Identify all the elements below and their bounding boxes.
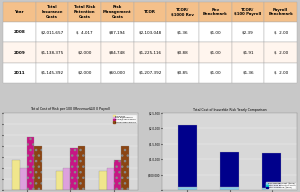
Bar bbox=[262, 153, 281, 188]
Bar bbox=[106, 168, 114, 190]
Bar bbox=[178, 125, 197, 187]
Bar bbox=[121, 146, 129, 190]
Bar bbox=[262, 188, 281, 190]
Title: Total Cost of Risk per $1000 Revenue & $100 Payroll: Total Cost of Risk per $1000 Revenue & $… bbox=[30, 105, 111, 113]
Bar bbox=[178, 187, 197, 190]
Bar bbox=[12, 160, 20, 190]
Bar bbox=[220, 152, 239, 187]
Legend: TCOR/Rev, Rev Benchmark, TCOR/$100 Payroll, Payroll Benchmark: TCOR/Rev, Rev Benchmark, TCOR/$100 Payro… bbox=[113, 114, 137, 123]
Title: Total Cost of Insurable Risk Yearly Comparison: Total Cost of Insurable Risk Yearly Comp… bbox=[193, 108, 266, 112]
Bar bbox=[220, 187, 239, 190]
Legend: Risk Management ($000), Total Risk Retention Costs, Total Insurance ($000): Risk Management ($000), Total Risk Reten… bbox=[266, 182, 296, 189]
Bar bbox=[56, 171, 63, 190]
Bar bbox=[63, 168, 70, 190]
Bar bbox=[99, 171, 106, 190]
Bar bbox=[78, 146, 85, 190]
Bar bbox=[20, 168, 27, 190]
Bar bbox=[114, 160, 121, 190]
Bar bbox=[70, 148, 78, 190]
Bar bbox=[27, 137, 34, 190]
Bar bbox=[34, 146, 42, 190]
